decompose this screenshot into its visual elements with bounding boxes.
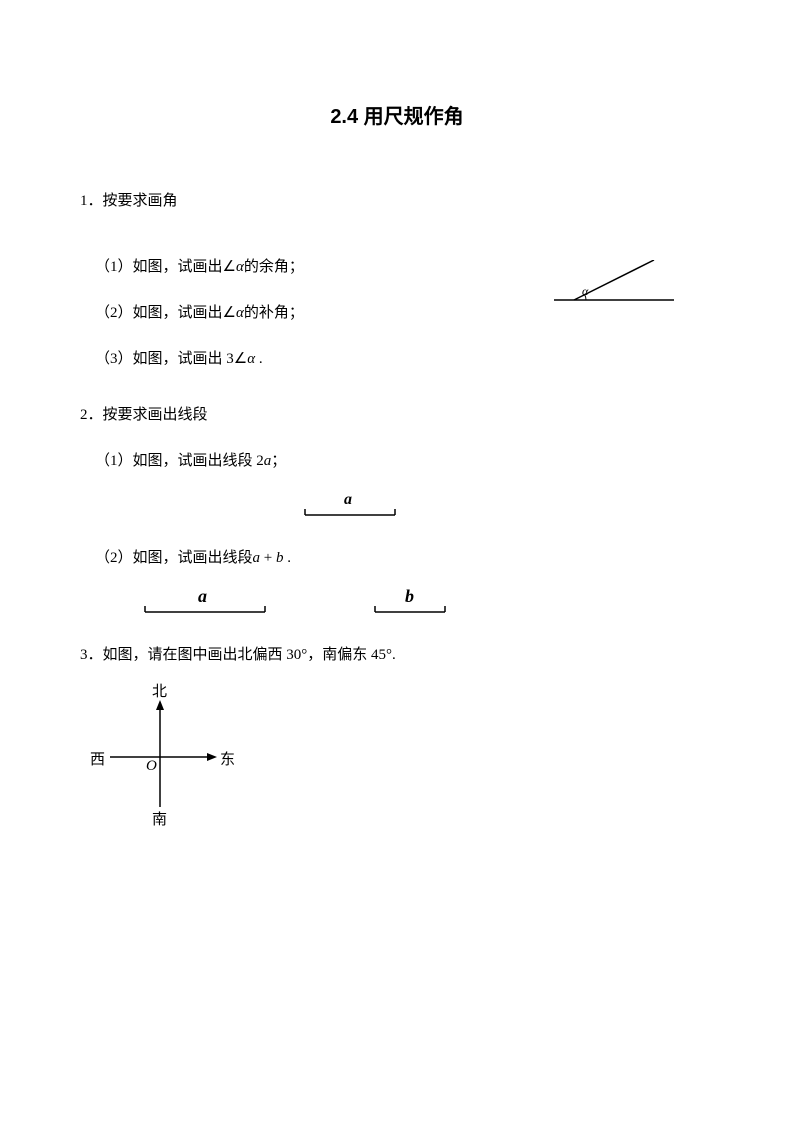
q1-sub1: （1）如图，试画出∠α的余角； [80, 255, 554, 279]
angle-alpha-label: α [582, 284, 588, 299]
q1-sub1-suffix: 的余角； [244, 259, 304, 275]
q1-sub2-alpha: α [236, 305, 244, 321]
segment-b-figure: b [370, 592, 450, 623]
compass-west: 西 [90, 748, 105, 769]
q1-sub3-suffix: . [259, 351, 263, 367]
segment-a2-figure: a [140, 592, 270, 623]
q1-sub2-suffix: 的补角； [244, 305, 304, 321]
segment-a-label: a [344, 491, 352, 509]
page-title: 2.4 用尺规作角 [80, 100, 714, 129]
compass-origin: O [146, 758, 157, 775]
angle-figure: α [554, 260, 684, 315]
q1-main: 1．按要求画角 [80, 189, 714, 213]
segment-a2-label: a [198, 586, 207, 607]
q2-sub2-var2: b [276, 550, 287, 566]
q2-main: 2．按要求画出线段 [80, 403, 714, 427]
q2-sub1-suffix: ； [271, 453, 286, 469]
q2-sub2-prefix: （2）如图，试画出线段 [95, 550, 253, 566]
q1-sub3-prefix: （3）如图，试画出 3 [95, 351, 234, 367]
q2-sub2: （2）如图，试画出线段a + b . [80, 546, 714, 570]
q2-sub2-var1: a [253, 550, 261, 566]
compass-north: 北 [152, 680, 167, 701]
q1-sub3: （3）如图，试画出 3∠α . [80, 347, 554, 371]
q1-sub3-angle: ∠ [234, 351, 247, 367]
q2-sub2-plus: + [260, 550, 276, 566]
compass-figure: 北 南 东 西 O [80, 682, 714, 837]
q1-sub2: （2）如图，试画出∠α的补角； [80, 301, 554, 325]
segment-b-label: b [405, 586, 414, 607]
q1-sub2-angle: ∠ [223, 305, 236, 321]
segment-a-figure: a [300, 495, 400, 526]
angle-svg [554, 260, 684, 310]
q1-sub1-prefix: （1）如图，试画出 [95, 259, 223, 275]
compass-south: 南 [152, 808, 167, 829]
q1-sub2-prefix: （2）如图，试画出 [95, 305, 223, 321]
q2-sub1-prefix: （1）如图，试画出线段 2 [95, 453, 264, 469]
q1-sub1-angle: ∠ [223, 259, 236, 275]
q1-sub3-alpha: α [247, 351, 259, 367]
q3-main: 3．如图，请在图中画出北偏西 30°，南偏东 45°. [80, 643, 714, 667]
q2-sub1: （1）如图，试画出线段 2a； [80, 449, 714, 473]
q1-sub1-alpha: α [236, 259, 244, 275]
q2-sub2-suffix: . [287, 550, 291, 566]
compass-east: 东 [220, 748, 235, 769]
